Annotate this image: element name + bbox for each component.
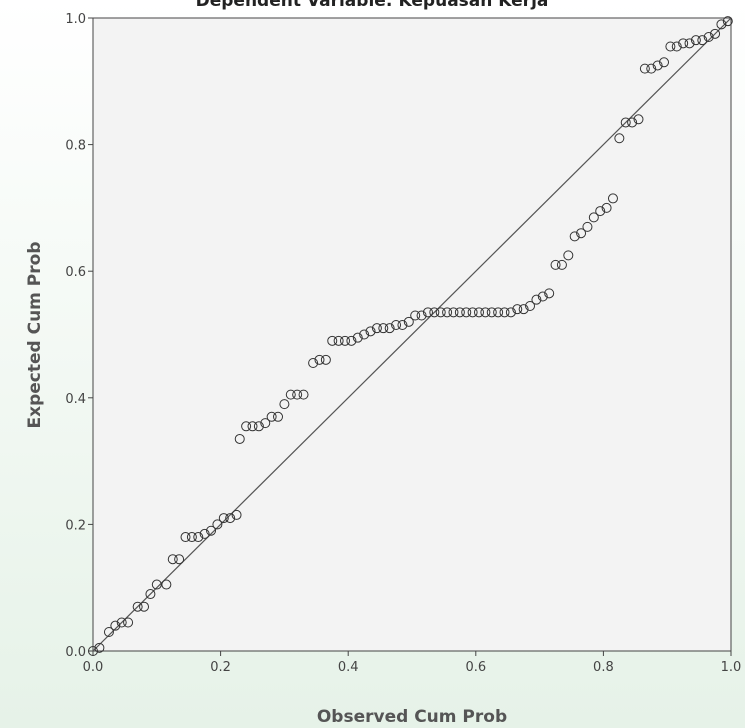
page: {"chart_data": {"type": "scatter", "titl… bbox=[0, 0, 745, 728]
y-axis-label: Expected Cum Prob bbox=[25, 242, 45, 429]
x-tick-label: 0.0 bbox=[83, 660, 104, 675]
y-tick-label: 0.8 bbox=[65, 139, 86, 154]
x-tick-label: 1.0 bbox=[721, 660, 742, 675]
x-tick-label: 0.4 bbox=[338, 660, 359, 675]
x-tick-label: 0.2 bbox=[210, 660, 231, 675]
x-axis-label: Observed Cum Prob bbox=[317, 707, 507, 727]
y-tick-label: 0.0 bbox=[65, 645, 86, 660]
y-tick-label: 0.6 bbox=[65, 265, 86, 280]
y-tick-label: 1.0 bbox=[65, 12, 86, 27]
y-tick-label: 0.2 bbox=[65, 518, 86, 533]
chart-title: Dependent Variable: Kepuasan Kerja bbox=[196, 0, 549, 11]
x-tick-label: 0.6 bbox=[465, 660, 486, 675]
y-tick-label: 0.4 bbox=[65, 392, 86, 407]
chart: Dependent Variable: Kepuasan Kerja Obser… bbox=[0, 0, 745, 728]
x-tick-label: 0.8 bbox=[593, 660, 614, 675]
